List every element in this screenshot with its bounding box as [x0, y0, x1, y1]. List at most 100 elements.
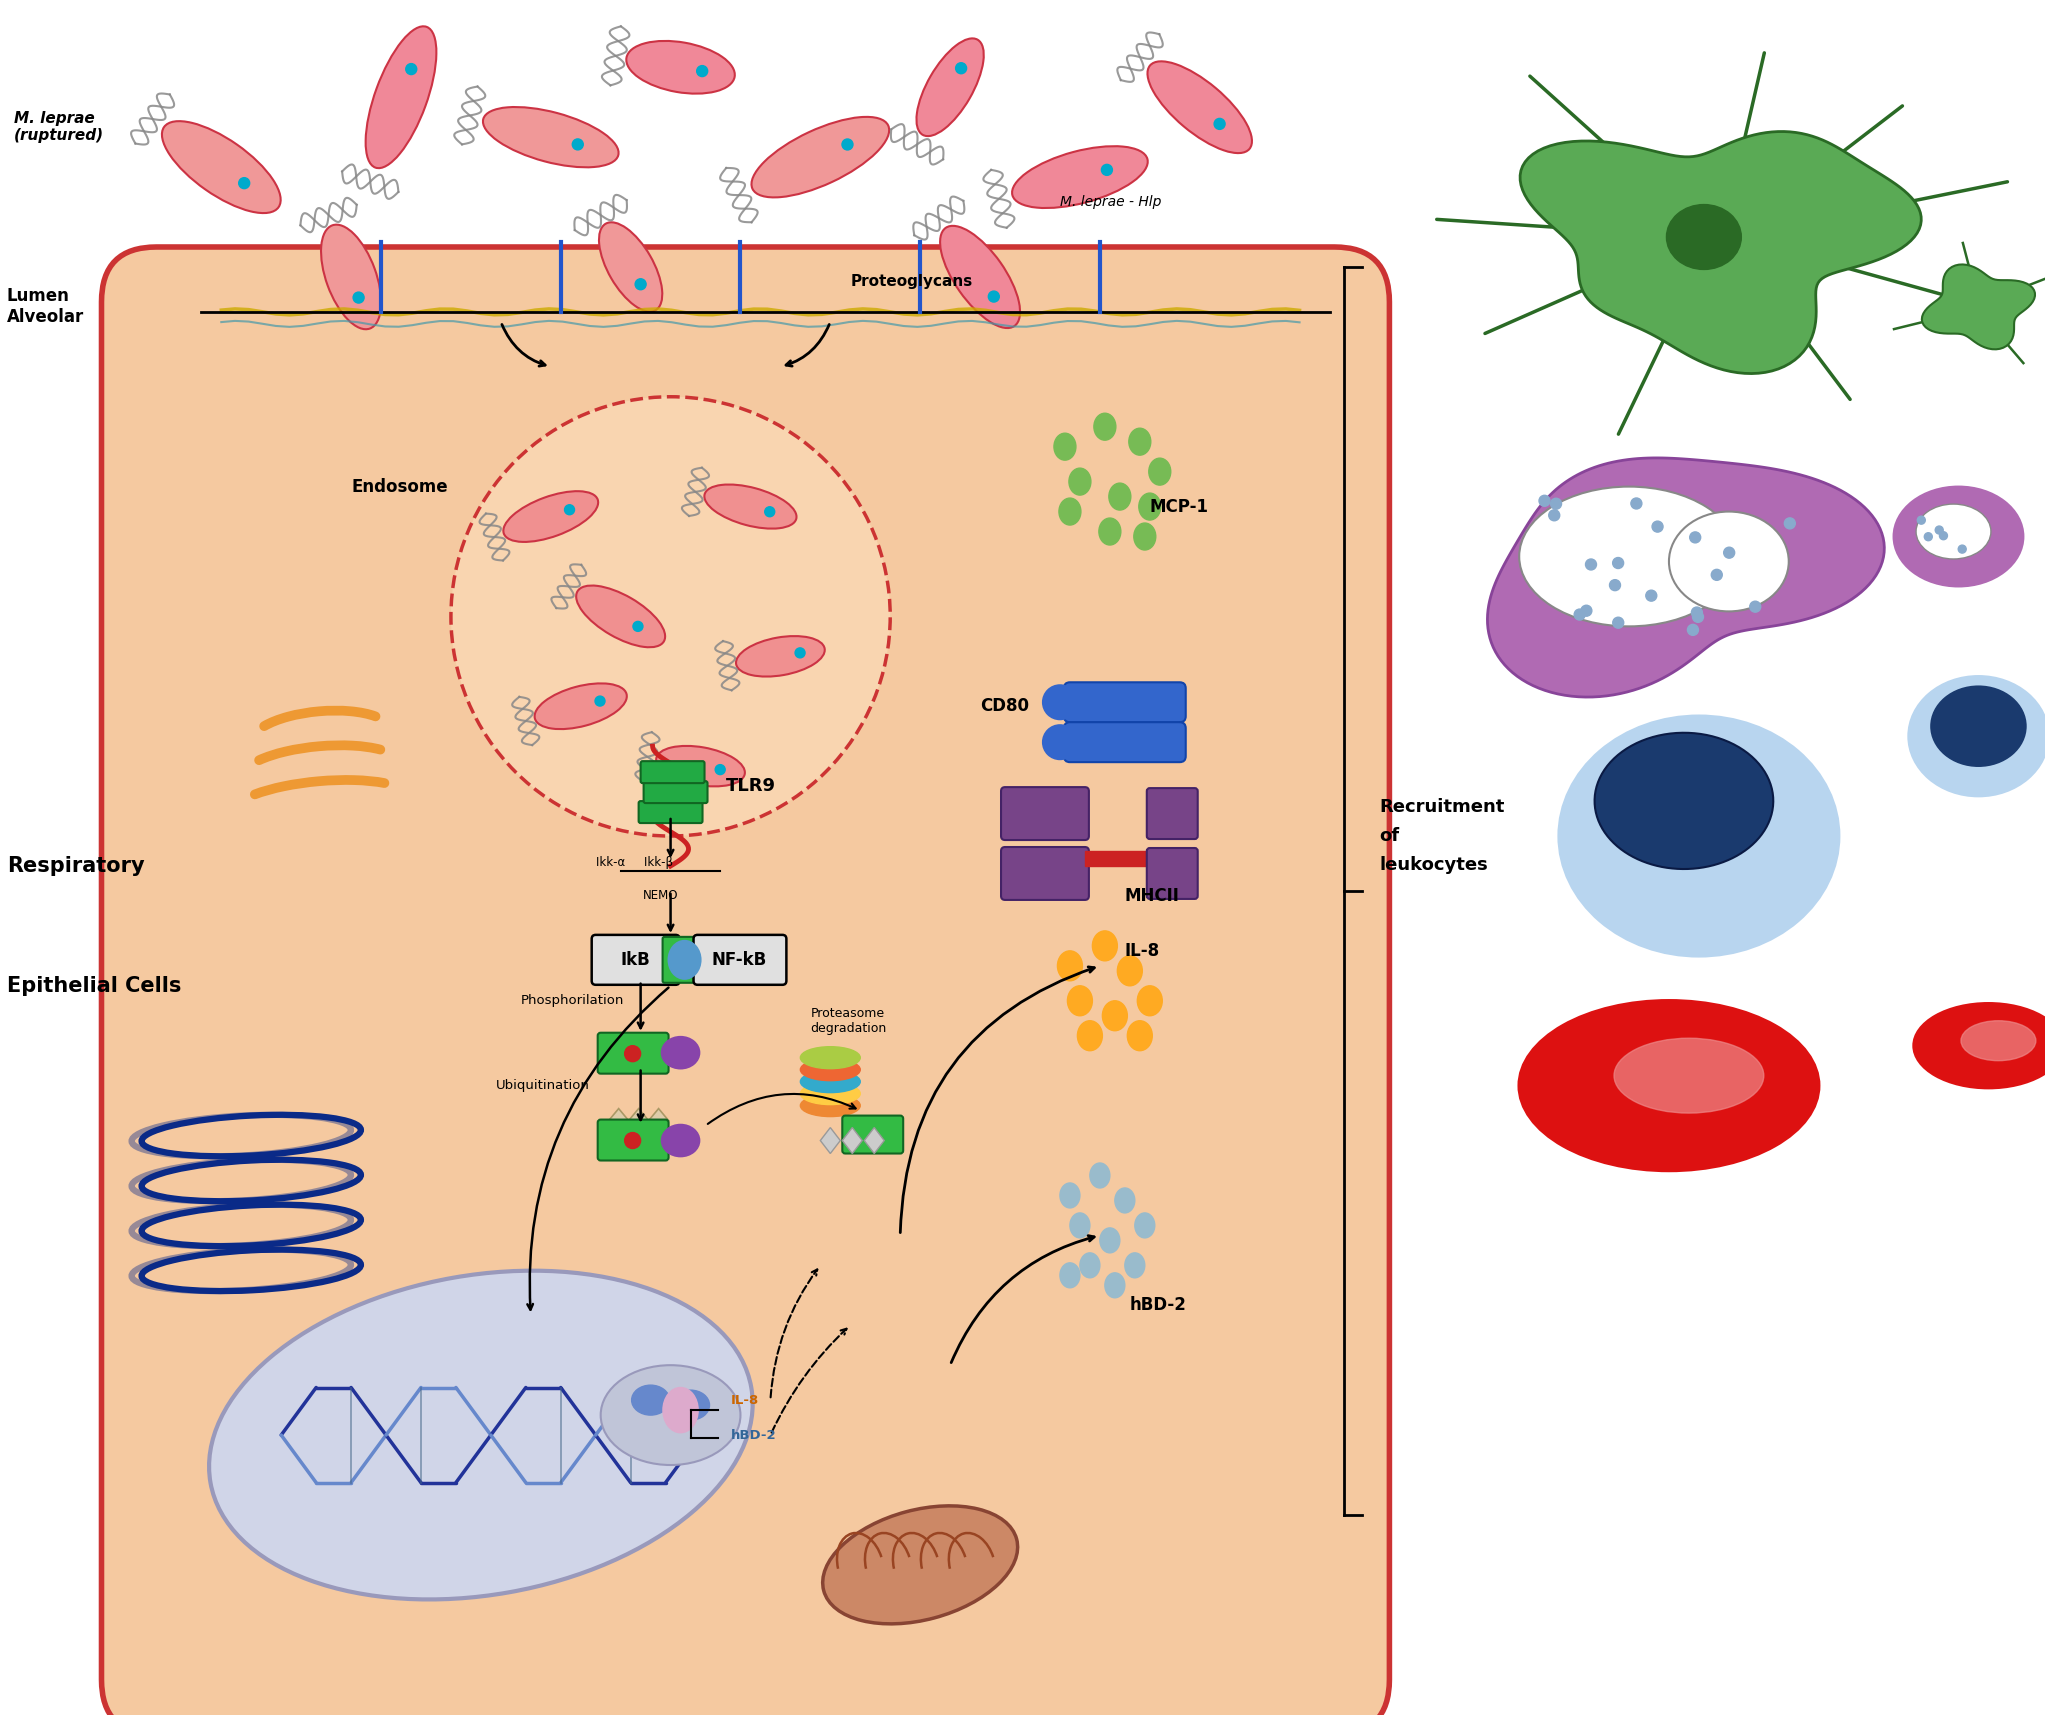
Text: Lumen
Alveolar: Lumen Alveolar — [6, 288, 84, 326]
Circle shape — [1539, 496, 1550, 506]
FancyBboxPatch shape — [643, 781, 708, 803]
Circle shape — [624, 1133, 641, 1148]
Ellipse shape — [1060, 1182, 1081, 1208]
Circle shape — [1586, 559, 1597, 570]
Ellipse shape — [1134, 523, 1157, 551]
Ellipse shape — [600, 223, 663, 312]
Circle shape — [635, 278, 647, 290]
Polygon shape — [864, 1127, 884, 1153]
Ellipse shape — [1134, 1213, 1155, 1237]
Circle shape — [1939, 532, 1947, 541]
Ellipse shape — [1128, 1021, 1152, 1050]
FancyBboxPatch shape — [1146, 848, 1197, 899]
Circle shape — [696, 65, 708, 77]
Ellipse shape — [626, 41, 735, 94]
FancyBboxPatch shape — [1001, 848, 1089, 899]
Ellipse shape — [1109, 484, 1130, 510]
FancyBboxPatch shape — [639, 801, 702, 824]
Circle shape — [1691, 607, 1703, 618]
Circle shape — [714, 765, 725, 774]
Text: Recruitment
of
leukocytes: Recruitment of leukocytes — [1380, 798, 1505, 873]
Text: MCP-1: MCP-1 — [1150, 498, 1210, 515]
Ellipse shape — [575, 585, 665, 647]
Circle shape — [1693, 611, 1703, 623]
Ellipse shape — [1916, 505, 1992, 559]
Ellipse shape — [162, 122, 280, 213]
Circle shape — [1924, 532, 1932, 541]
Circle shape — [573, 139, 583, 149]
Circle shape — [1687, 625, 1699, 635]
Circle shape — [1785, 518, 1795, 529]
Ellipse shape — [633, 1385, 669, 1416]
Circle shape — [1550, 510, 1560, 520]
Text: Proteoglycans: Proteoglycans — [850, 275, 972, 290]
Ellipse shape — [1105, 1273, 1126, 1297]
FancyBboxPatch shape — [598, 1033, 669, 1074]
FancyBboxPatch shape — [694, 935, 786, 985]
Ellipse shape — [1116, 1187, 1134, 1213]
Ellipse shape — [1089, 1163, 1109, 1187]
Text: Respiratory: Respiratory — [6, 856, 143, 875]
Ellipse shape — [1011, 146, 1148, 208]
Text: Ikk-α     Ikk-β: Ikk-α Ikk-β — [596, 856, 673, 868]
Circle shape — [1689, 532, 1701, 542]
Circle shape — [1918, 517, 1926, 523]
Ellipse shape — [1077, 1021, 1103, 1050]
Circle shape — [450, 396, 890, 836]
Circle shape — [1711, 570, 1722, 580]
Text: Ubiquitination: Ubiquitination — [495, 1079, 590, 1091]
Ellipse shape — [917, 38, 985, 136]
Ellipse shape — [1914, 1004, 2047, 1088]
Polygon shape — [1922, 264, 2035, 350]
Polygon shape — [628, 1109, 649, 1133]
Ellipse shape — [1148, 458, 1171, 486]
Ellipse shape — [800, 1047, 860, 1069]
FancyBboxPatch shape — [1146, 788, 1197, 839]
Ellipse shape — [737, 637, 825, 676]
Text: M. leprae
(ruptured): M. leprae (ruptured) — [14, 112, 104, 144]
Ellipse shape — [1893, 487, 2022, 587]
Ellipse shape — [1930, 686, 2027, 765]
Circle shape — [1574, 609, 1584, 619]
Ellipse shape — [1071, 1213, 1089, 1237]
Ellipse shape — [1066, 985, 1093, 1016]
Ellipse shape — [669, 940, 700, 978]
Circle shape — [794, 649, 804, 657]
Ellipse shape — [321, 225, 381, 329]
Text: IkB: IkB — [620, 951, 651, 970]
Ellipse shape — [1138, 492, 1161, 520]
Text: IL-8: IL-8 — [1126, 942, 1161, 959]
Ellipse shape — [1054, 432, 1077, 460]
FancyBboxPatch shape — [841, 1115, 903, 1153]
Circle shape — [1631, 498, 1642, 510]
Text: hBD-2: hBD-2 — [731, 1428, 776, 1441]
Text: M. leprae - Hlp: M. leprae - Hlp — [1060, 196, 1161, 209]
Text: TLR9: TLR9 — [725, 777, 776, 795]
Bar — [1085, 851, 1150, 867]
Ellipse shape — [1613, 1038, 1765, 1114]
Ellipse shape — [661, 1036, 700, 1069]
Polygon shape — [841, 1127, 862, 1153]
Ellipse shape — [704, 484, 796, 529]
Ellipse shape — [1908, 676, 2047, 796]
Circle shape — [354, 292, 364, 304]
Circle shape — [1724, 547, 1734, 558]
Text: MHCII: MHCII — [1126, 887, 1179, 904]
Polygon shape — [649, 1109, 669, 1133]
Polygon shape — [1521, 132, 1922, 374]
Circle shape — [989, 292, 999, 302]
Polygon shape — [1488, 458, 1885, 697]
Circle shape — [956, 63, 966, 74]
Ellipse shape — [671, 1390, 710, 1421]
Ellipse shape — [1060, 1263, 1081, 1287]
Ellipse shape — [1099, 1229, 1120, 1253]
Ellipse shape — [657, 746, 745, 786]
Ellipse shape — [1058, 498, 1081, 525]
Circle shape — [1613, 618, 1623, 628]
Ellipse shape — [1148, 62, 1253, 153]
Circle shape — [1934, 527, 1943, 534]
Text: IL-8: IL-8 — [731, 1393, 759, 1407]
Ellipse shape — [1069, 468, 1091, 496]
Ellipse shape — [209, 1270, 753, 1599]
Circle shape — [1652, 522, 1662, 532]
